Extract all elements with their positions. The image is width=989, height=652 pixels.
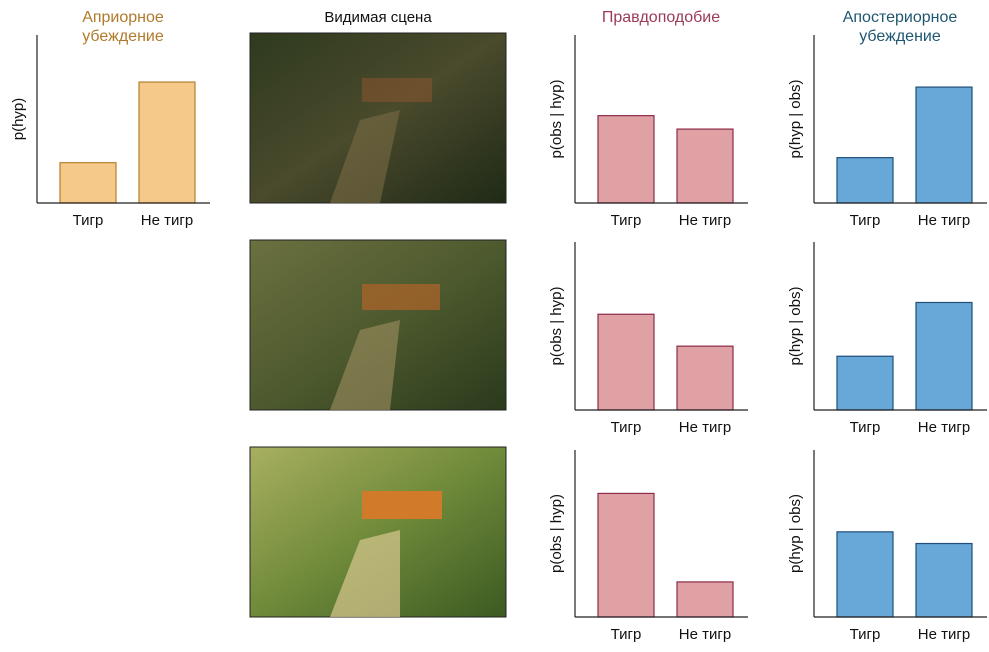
x-tick-label: Не тигр — [918, 419, 970, 436]
scene-image — [249, 239, 507, 411]
bar — [836, 531, 894, 618]
scene-image — [249, 446, 507, 618]
scene-image — [249, 32, 507, 204]
y-axis-label: p(obs | hyp) — [548, 80, 565, 159]
x-tick-label: Тигр — [850, 419, 881, 436]
bar — [138, 81, 196, 204]
bar — [597, 313, 655, 411]
y-axis-label: p(hyp | obs) — [787, 494, 804, 573]
chart-title: Апостериорное убеждение — [842, 9, 958, 45]
bar — [836, 355, 894, 411]
chart-title: Правдоподобие — [601, 9, 721, 26]
scene-title: Видимая сцена — [324, 9, 432, 26]
bar — [915, 301, 973, 411]
x-tick-label: Не тигр — [918, 212, 970, 229]
bar — [676, 128, 734, 204]
y-axis-label: p(hyp | obs) — [787, 287, 804, 366]
x-tick-label: Не тигр — [141, 212, 193, 229]
bar — [597, 492, 655, 618]
bar — [836, 157, 894, 204]
bar — [676, 345, 734, 411]
bar — [915, 542, 973, 618]
y-axis-label: p(hyp | obs) — [787, 80, 804, 159]
bar — [676, 581, 734, 618]
bar — [915, 86, 973, 204]
bar — [59, 162, 117, 204]
x-tick-label: Тигр — [611, 212, 642, 229]
x-tick-label: Не тигр — [679, 212, 731, 229]
x-tick-label: Не тигр — [679, 626, 731, 643]
chart-title: Априорное убеждение — [82, 9, 164, 45]
x-tick-label: Не тигр — [679, 419, 731, 436]
x-tick-label: Тигр — [611, 626, 642, 643]
x-tick-label: Тигр — [850, 626, 881, 643]
y-axis-label: p(hyp) — [10, 98, 27, 141]
x-tick-label: Не тигр — [918, 626, 970, 643]
x-tick-label: Тигр — [73, 212, 104, 229]
x-tick-label: Тигр — [850, 212, 881, 229]
x-tick-label: Тигр — [611, 419, 642, 436]
bar — [597, 115, 655, 204]
y-axis-label: p(obs | hyp) — [548, 287, 565, 366]
y-axis-label: p(obs | hyp) — [548, 494, 565, 573]
